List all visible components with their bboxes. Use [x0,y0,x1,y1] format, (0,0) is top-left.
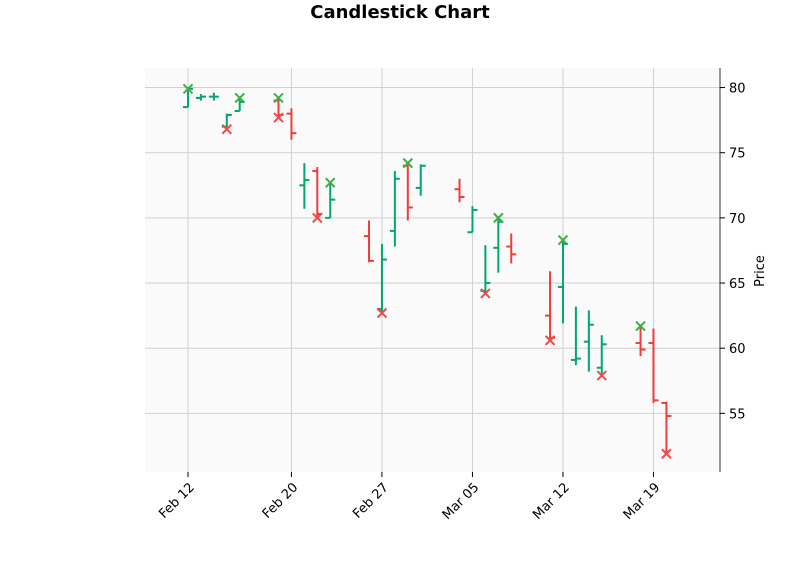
y-axis-title: Price [753,255,768,287]
ohlc-bar [286,108,297,140]
ohlc-bar [506,233,517,264]
y-tick-label: 80 [729,82,746,97]
marker-stroke [312,212,323,224]
marker-stroke [376,307,388,319]
x-tick-label: Feb 27 [350,480,392,522]
marker-stroke [182,83,194,95]
ohlc-bar [648,328,659,403]
ohlc-bar [596,335,607,376]
marker-stroke [544,335,556,346]
marker-stroke [273,92,284,104]
ohlc-bar [467,206,478,234]
low-marker [376,307,388,319]
high-marker [234,92,245,104]
ohlc-bar [454,178,465,203]
y-tick-label: 65 [729,277,746,292]
marker-stroke [661,448,672,459]
x-tick-label: Mar 05 [440,480,483,523]
ohlc-bar [195,94,206,101]
marker-stroke [234,92,245,104]
x-tick-label: Feb 20 [260,480,302,522]
low-marker [221,124,232,135]
x-tick-label: Feb 12 [156,480,198,522]
ohlc-bar [325,182,336,219]
high-marker [325,177,336,188]
high-marker [557,234,569,246]
marker-stroke [493,212,504,224]
extreme-markers [182,83,672,459]
y-tick-label: 60 [729,342,746,357]
ohlc-bar [389,170,400,247]
ohlc-bar [635,326,646,357]
marker-stroke [402,157,414,169]
grid [145,68,720,472]
high-marker [402,157,414,169]
low-marker [312,212,323,224]
low-marker [661,448,672,459]
marker-stroke [635,320,646,332]
low-marker [273,112,284,123]
chart-title: Candlestick Chart [310,2,490,23]
y-tick-label: 70 [729,212,746,227]
ohlc-bar [583,310,594,372]
high-marker [182,83,194,95]
ohlc-bar [364,220,375,263]
x-tick-label: Mar 19 [621,480,664,523]
plot-background [145,68,720,472]
marker-stroke [557,234,569,246]
low-marker [596,370,607,381]
ohlc-bar [415,164,426,196]
x-tick-label: Mar 12 [530,480,573,523]
marker-stroke [221,124,232,135]
marker-stroke [596,370,607,381]
y-tick-label: 55 [729,407,746,422]
y-tick-label: 75 [729,147,746,162]
ohlc-bar [208,92,219,101]
low-marker [480,288,491,299]
high-marker [273,92,284,104]
marker-stroke [325,177,336,188]
ohlc-bar [661,401,672,454]
high-marker [635,320,646,332]
high-marker [493,212,504,224]
low-marker [544,335,556,346]
marker-stroke [480,288,491,299]
ohlc-bar [570,306,581,366]
marker-stroke [273,112,284,123]
ohlc-bar [299,163,310,209]
